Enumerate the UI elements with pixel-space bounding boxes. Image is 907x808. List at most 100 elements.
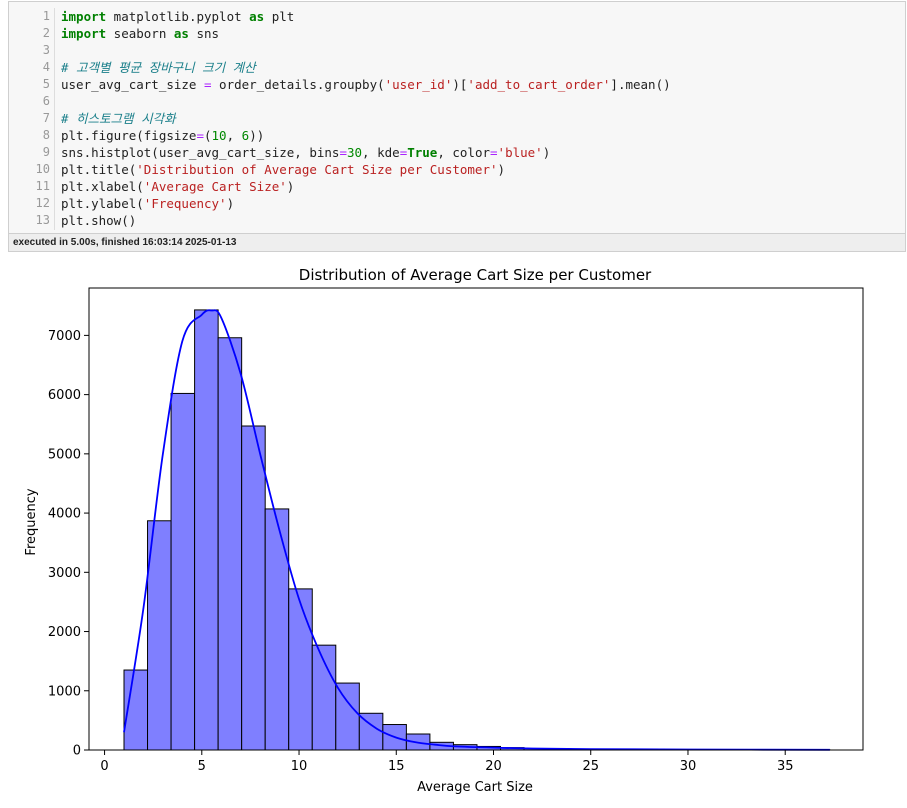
- code-token: plt.ylabel(: [61, 196, 144, 211]
- line-number: 3: [42, 43, 50, 57]
- line-number: 7: [42, 111, 50, 125]
- code-line[interactable]: user_avg_cart_size = order_details.group…: [61, 76, 901, 93]
- code-token: import: [61, 26, 107, 41]
- x-axis-label: Average Cart Size: [417, 780, 533, 795]
- code-token: =: [399, 145, 408, 160]
- code-token: ): [226, 196, 235, 211]
- code-token: user_avg_cart_size: [61, 77, 204, 92]
- code-line[interactable]: # 고객별 평균 장바구니 크기 계산: [61, 59, 901, 76]
- code-token: 'Average Cart Size': [143, 179, 287, 194]
- y-tick-label: 5000: [48, 447, 81, 462]
- x-tick-label: 35: [777, 759, 794, 774]
- code-token: plt: [264, 9, 295, 24]
- y-tick-label: 2000: [48, 625, 81, 640]
- histogram-bar: [194, 309, 219, 751]
- execution-status: executed in 5.00s, finished 16:03:14 202…: [9, 233, 905, 251]
- code-token: sns: [188, 26, 220, 41]
- code-token: =: [339, 145, 347, 160]
- line-number: 11: [35, 179, 50, 193]
- line-number: 10: [35, 162, 50, 176]
- code-token: , kde: [362, 145, 400, 160]
- code-token: as: [249, 9, 265, 24]
- histogram-bar: [147, 520, 172, 751]
- histogram-bar: [241, 425, 266, 751]
- code-token: =: [490, 145, 498, 160]
- line-number: 9: [42, 145, 50, 159]
- line-number: 5: [42, 77, 50, 91]
- x-tick-label: 15: [388, 759, 405, 774]
- histogram-bar: [217, 337, 243, 751]
- code-token: 'add_to_cart_order': [467, 77, 611, 92]
- line-number: 13: [35, 213, 50, 227]
- histogram-chart: Distribution of Average Cart Size per Cu…: [24, 266, 864, 795]
- line-number: 1: [42, 9, 50, 23]
- code-token: (: [204, 128, 212, 143]
- code-line[interactable]: # 히스토그램 시각화: [61, 110, 901, 127]
- x-tick-label: 25: [582, 759, 599, 774]
- code-token: # 히스토그램 시각화: [61, 111, 176, 126]
- code-line[interactable]: [61, 93, 901, 110]
- code-token: 'user_id': [384, 77, 453, 92]
- y-tick-label: 7000: [48, 329, 81, 344]
- histogram-bar: [335, 682, 360, 751]
- y-axis-label: Frequency: [24, 488, 39, 555]
- histogram-bar: [288, 588, 313, 751]
- code-token: seaborn: [106, 26, 174, 41]
- x-axis-ticks: 0 5 10 15 20 25 30 35: [100, 750, 793, 774]
- x-tick-label: 0: [100, 759, 108, 774]
- code-token: 'Frequency': [143, 196, 227, 211]
- x-tick-label: 10: [291, 759, 308, 774]
- code-token: ].mean(): [610, 77, 671, 92]
- code-token: )[: [452, 77, 468, 92]
- code-line[interactable]: import seaborn as sns: [61, 25, 901, 42]
- code-token: 'Distribution of Average Cart Size per C…: [136, 162, 498, 177]
- histogram-bar: [264, 508, 290, 751]
- y-tick-label: 1000: [48, 684, 81, 699]
- line-number: 12: [35, 196, 50, 210]
- code-token: 30: [346, 145, 363, 160]
- x-tick-label: 20: [485, 759, 502, 774]
- code-lines[interactable]: import matplotlib.pyplot as plt import se…: [61, 8, 901, 229]
- code-cell[interactable]: 1 2 3 4 5 6 7 8 9 10 11 12 13 import matplotlib.pypl…: [8, 1, 906, 252]
- code-line[interactable]: sns.histplot(user_avg_cart_size, bins=30…: [61, 144, 901, 161]
- code-line[interactable]: plt.show(): [61, 212, 901, 229]
- kde-curve-group: [123, 309, 830, 751]
- code-token: 10: [211, 128, 227, 143]
- kde-curve: [123, 309, 830, 751]
- code-token: plt.title(: [61, 162, 137, 177]
- y-tick-label: 6000: [48, 388, 81, 403]
- code-line[interactable]: [61, 42, 901, 59]
- code-line[interactable]: plt.title('Distribution of Average Cart …: [61, 161, 901, 178]
- code-token: ): [542, 145, 551, 160]
- code-token: , color: [437, 145, 491, 160]
- line-number: 4: [42, 60, 50, 74]
- code-line[interactable]: plt.xlabel('Average Cart Size'): [61, 178, 901, 195]
- code-editor[interactable]: 1 2 3 4 5 6 7 8 9 10 11 12 13 import matplotlib.pypl…: [9, 2, 905, 233]
- y-tick-label: 3000: [48, 566, 81, 581]
- code-token: order_details.groupby(: [211, 77, 385, 92]
- y-tick-label: 4000: [48, 507, 81, 522]
- code-token: plt.show(): [61, 213, 137, 228]
- x-tick-label: 30: [680, 759, 697, 774]
- code-token: plt.xlabel(: [61, 179, 144, 194]
- line-number: 2: [42, 26, 50, 40]
- code-token: ): [286, 179, 295, 194]
- code-token: =: [196, 128, 204, 143]
- code-token: sns.histplot(user_avg_cart_size, bins: [61, 145, 340, 160]
- line-number-gutter: 1 2 3 4 5 6 7 8 9 10 11 12 13: [9, 8, 55, 230]
- code-token: )): [249, 128, 265, 143]
- x-tick-label: 5: [198, 759, 206, 774]
- code-line[interactable]: import matplotlib.pyplot as plt: [61, 8, 901, 25]
- code-token: ,: [226, 128, 242, 143]
- code-token: 6: [241, 128, 250, 143]
- code-token: ): [497, 162, 506, 177]
- code-token: 'blue': [497, 145, 543, 160]
- code-line[interactable]: plt.figure(figsize=(10, 6)): [61, 127, 901, 144]
- line-number: 6: [42, 94, 50, 108]
- y-axis-ticks: 0 1000 2000 3000 4000 5000 6000 7000: [48, 329, 89, 759]
- y-tick-label: 0: [73, 744, 81, 759]
- code-line[interactable]: plt.ylabel('Frequency'): [61, 195, 901, 212]
- code-token: # 고객별 평균 장바구니 크기 계산: [61, 60, 256, 75]
- code-token: plt.figure(figsize: [61, 128, 197, 143]
- code-token: True: [407, 145, 438, 160]
